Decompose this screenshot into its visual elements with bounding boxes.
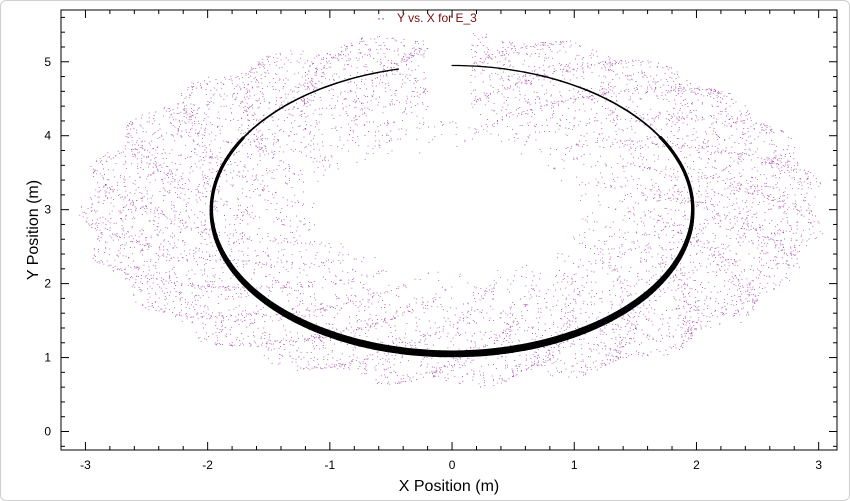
solid-arc-segment (535, 73, 544, 77)
solid-arc-segment (516, 70, 525, 73)
x-axis-title: X Position (m) (399, 478, 499, 495)
solid-arc-segment (614, 102, 621, 108)
solid-arc-segment (307, 90, 315, 95)
solid-arc-segment (384, 69, 393, 72)
y-tick-label: 1 (44, 351, 51, 365)
solid-arc-segment (313, 88, 321, 93)
x-tick-label: 0 (449, 458, 456, 472)
solid-arc-segment (491, 66, 499, 69)
solid-arc-segment (553, 78, 562, 82)
solid-arc-segment (302, 93, 310, 97)
solid-arc-segment (529, 72, 538, 76)
dotted-series-layer (79, 32, 824, 388)
y-tick-label: 5 (44, 55, 51, 69)
solid-arc-segment (541, 75, 550, 79)
solid-arc-segment (391, 68, 400, 71)
solid-arc-segment (577, 86, 585, 90)
x-tick-label: 1 (571, 458, 578, 472)
solid-arc-segment (292, 97, 300, 103)
plot-area (60, 9, 838, 451)
legend: ·· Y vs. X for E_3 (377, 11, 477, 25)
solid-arc-segment (598, 94, 606, 100)
y-axis: 0 1 2 3 4 5 (44, 16, 837, 447)
y-tick-label: 2 (44, 277, 51, 291)
solid-arc-segment (628, 111, 635, 116)
solid-arc-segment (378, 70, 387, 73)
solid-arc-segment (609, 100, 616, 105)
x-tick-label: -3 (80, 458, 91, 472)
solid-arc-segment (347, 77, 356, 81)
solid-arc-segment (278, 105, 285, 111)
legend-marker: ·· (377, 11, 385, 25)
x-tick-label: -1 (325, 458, 336, 472)
y-tick-label: 0 (44, 425, 51, 439)
y-axis-title: Y Position (m) (25, 180, 42, 280)
dotted-trajectory (79, 32, 824, 388)
solid-arc-segment (565, 82, 574, 86)
solid-arc-segment (324, 84, 332, 88)
solid-arc-segment (287, 100, 295, 105)
y-tick-label: 4 (44, 129, 51, 143)
solid-arc-layer (209, 64, 695, 358)
solid-arc-segment (353, 75, 362, 79)
solid-arc-segment (297, 95, 305, 100)
solid-arc-segment (623, 108, 630, 113)
x-tick-label: 3 (815, 458, 822, 472)
solid-arc-segment (365, 72, 374, 76)
legend-label: Y vs. X for E_3 (397, 11, 477, 25)
solid-arc-segment (593, 92, 601, 97)
solid-arc-segment (510, 69, 519, 72)
solid-arc-segment (341, 78, 350, 83)
solid-arc-segment (335, 80, 344, 84)
x-tick-label: -2 (202, 458, 213, 472)
solid-arc-segment (504, 68, 512, 71)
x-axis: -3 -2 -1 0 1 2 3 (60, 10, 822, 472)
solid-arc-segment (477, 65, 486, 68)
solid-arc-segment (318, 86, 326, 90)
solid-arc-segment (571, 84, 579, 88)
solid-arc-segment (618, 105, 626, 110)
solid-arc-segment (559, 80, 568, 84)
solid-arc-segment (497, 67, 506, 70)
solid-arc-segment (260, 117, 267, 123)
solid-arc-segment (632, 114, 639, 119)
solid-arc-segment (264, 114, 271, 120)
solid-arc-segment (273, 108, 280, 114)
solid-arc-segment (582, 88, 590, 92)
solid-arc-segment (547, 76, 556, 80)
y-tick-label: 3 (44, 203, 51, 217)
solid-arc-segment (523, 71, 531, 75)
solid-arc-segment (359, 74, 368, 78)
x-tick-label: 2 (693, 458, 700, 472)
solid-arc-segment (588, 90, 596, 95)
solid-arc-segment (604, 97, 611, 102)
solid-arc-segment (282, 103, 290, 108)
solid-arc-segment (330, 82, 338, 86)
solid-arc-segment (372, 71, 381, 75)
solid-arc-segment (269, 111, 276, 117)
solid-arc-segment (484, 66, 493, 69)
